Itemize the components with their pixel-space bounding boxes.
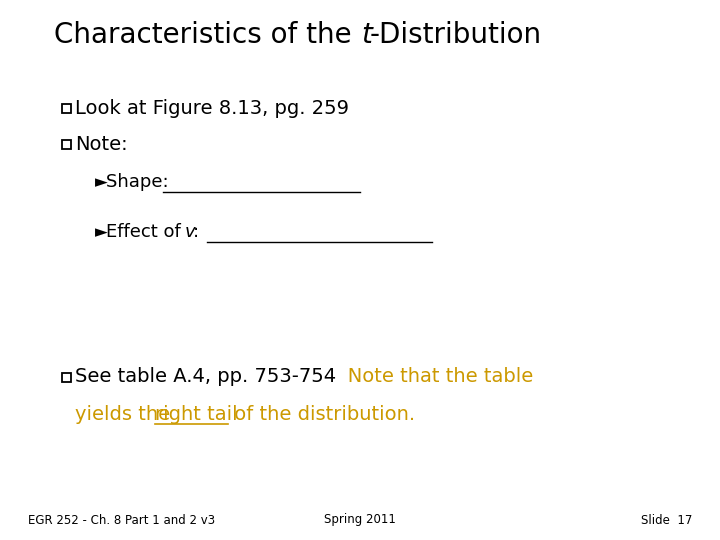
Text: t: t [361,21,372,49]
Text: Effect of: Effect of [106,223,186,241]
Text: Slide  17: Slide 17 [641,514,692,526]
Text: Characteristics of the: Characteristics of the [53,21,360,49]
Bar [61,373,71,381]
Text: ►: ► [95,223,108,241]
Text: Note:: Note: [75,134,127,153]
Bar [61,104,71,112]
Bar [61,139,71,148]
Text: yields the: yields the [75,406,176,424]
Text: Shape:: Shape: [106,173,174,191]
Text: See table A.4, pp. 753-754: See table A.4, pp. 753-754 [75,368,336,387]
Text: EGR 252 - Ch. 8 Part 1 and 2 v3: EGR 252 - Ch. 8 Part 1 and 2 v3 [28,514,215,526]
Text: -Distribution: -Distribution [370,21,542,49]
Text: v: v [185,223,196,241]
Text: :: : [193,223,205,241]
Text: Look at Figure 8.13, pg. 259: Look at Figure 8.13, pg. 259 [75,98,349,118]
Text: ►: ► [95,173,108,191]
Text: Spring 2011: Spring 2011 [324,514,396,526]
Text: right tail: right tail [155,406,238,424]
Text: of the distribution.: of the distribution. [228,406,415,424]
Text: Note that the table: Note that the table [329,368,534,387]
